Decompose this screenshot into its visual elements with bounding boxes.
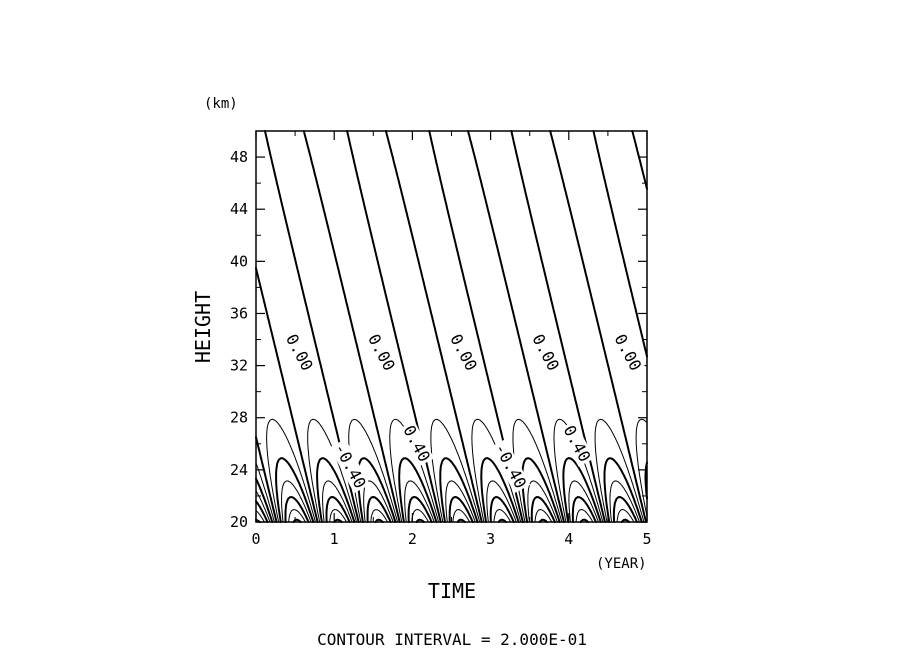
- contour-pos-0.40: [255, 457, 648, 523]
- contour-label-halo: [558, 420, 595, 467]
- contour-label: 0.00: [527, 329, 564, 376]
- contour-label: 0.40: [398, 420, 435, 467]
- y-tick-label: 44: [230, 200, 248, 218]
- contour-neg-0.60: [281, 480, 640, 523]
- contour-label: 0.00: [281, 329, 317, 376]
- contour-labels: 0.00 0.00 0.00 0.00 0.00-0.40 0.40 -0.40 0.40: [281, 329, 646, 494]
- contour-neg-1.00: [288, 509, 635, 523]
- contour-label: 0.00: [609, 329, 646, 376]
- contour-label-text: 0.40: [560, 422, 595, 465]
- contour-label: 0.00: [363, 329, 399, 376]
- y-tick-label: 48: [230, 148, 248, 166]
- y-tick-label: 36: [230, 304, 248, 322]
- contour-pos-0.20: [255, 418, 648, 523]
- contour-neg-0.80: [284, 496, 638, 523]
- y-tick-label: 32: [230, 357, 248, 375]
- contour-label-halo: [363, 329, 399, 376]
- y-tick-label: 20: [230, 513, 248, 531]
- y-axis-unit: (km): [204, 96, 238, 112]
- y-axis-title: HEIGHT: [191, 291, 215, 363]
- contour-pos-0.60: [255, 480, 599, 523]
- contour-label: 0.00: [445, 329, 482, 376]
- contour-label-halo: [489, 438, 531, 494]
- contour-label-text: 0.00: [364, 331, 399, 374]
- x-tick-label: 2: [408, 530, 417, 548]
- contour-label: 0.40: [558, 420, 595, 467]
- y-tick-label: 24: [230, 461, 248, 479]
- x-tick-label: 0: [251, 530, 260, 548]
- x-tick-label: 4: [564, 530, 573, 548]
- x-tick-label: 1: [330, 530, 339, 548]
- contour-label-text: 0.00: [446, 331, 481, 374]
- y-tick-label: 40: [230, 252, 248, 270]
- x-axis-unit: (YEAR): [596, 556, 647, 572]
- contour-label-halo: [281, 329, 317, 376]
- contour-label-text: 0.00: [282, 331, 317, 374]
- contour-interval-note: CONTOUR INTERVAL = 2.000E-01: [317, 630, 587, 649]
- contour-lines: [255, 130, 648, 523]
- contour-label-text: 0.00: [611, 331, 646, 374]
- contour-neg-0.20: [266, 418, 645, 523]
- contour-label-text: -0.40: [331, 440, 370, 491]
- contour-label-halo: [329, 438, 370, 494]
- contour-label-text: 0.00: [528, 331, 563, 374]
- contour-label-halo: [527, 329, 564, 376]
- contour-label-halo: [398, 420, 435, 467]
- contour-label: -0.40: [329, 438, 370, 494]
- contour-label-halo: [445, 329, 482, 376]
- x-tick-label: 5: [642, 530, 651, 548]
- contour-label-halo: [609, 329, 646, 376]
- y-tick-label: 28: [230, 409, 248, 427]
- axis-ticks: 0 1 2 3 4 5 20 24 28 32 36 40 44 48: [230, 131, 652, 548]
- x-axis-title: TIME: [428, 579, 476, 603]
- x-tick-label: 3: [486, 530, 495, 548]
